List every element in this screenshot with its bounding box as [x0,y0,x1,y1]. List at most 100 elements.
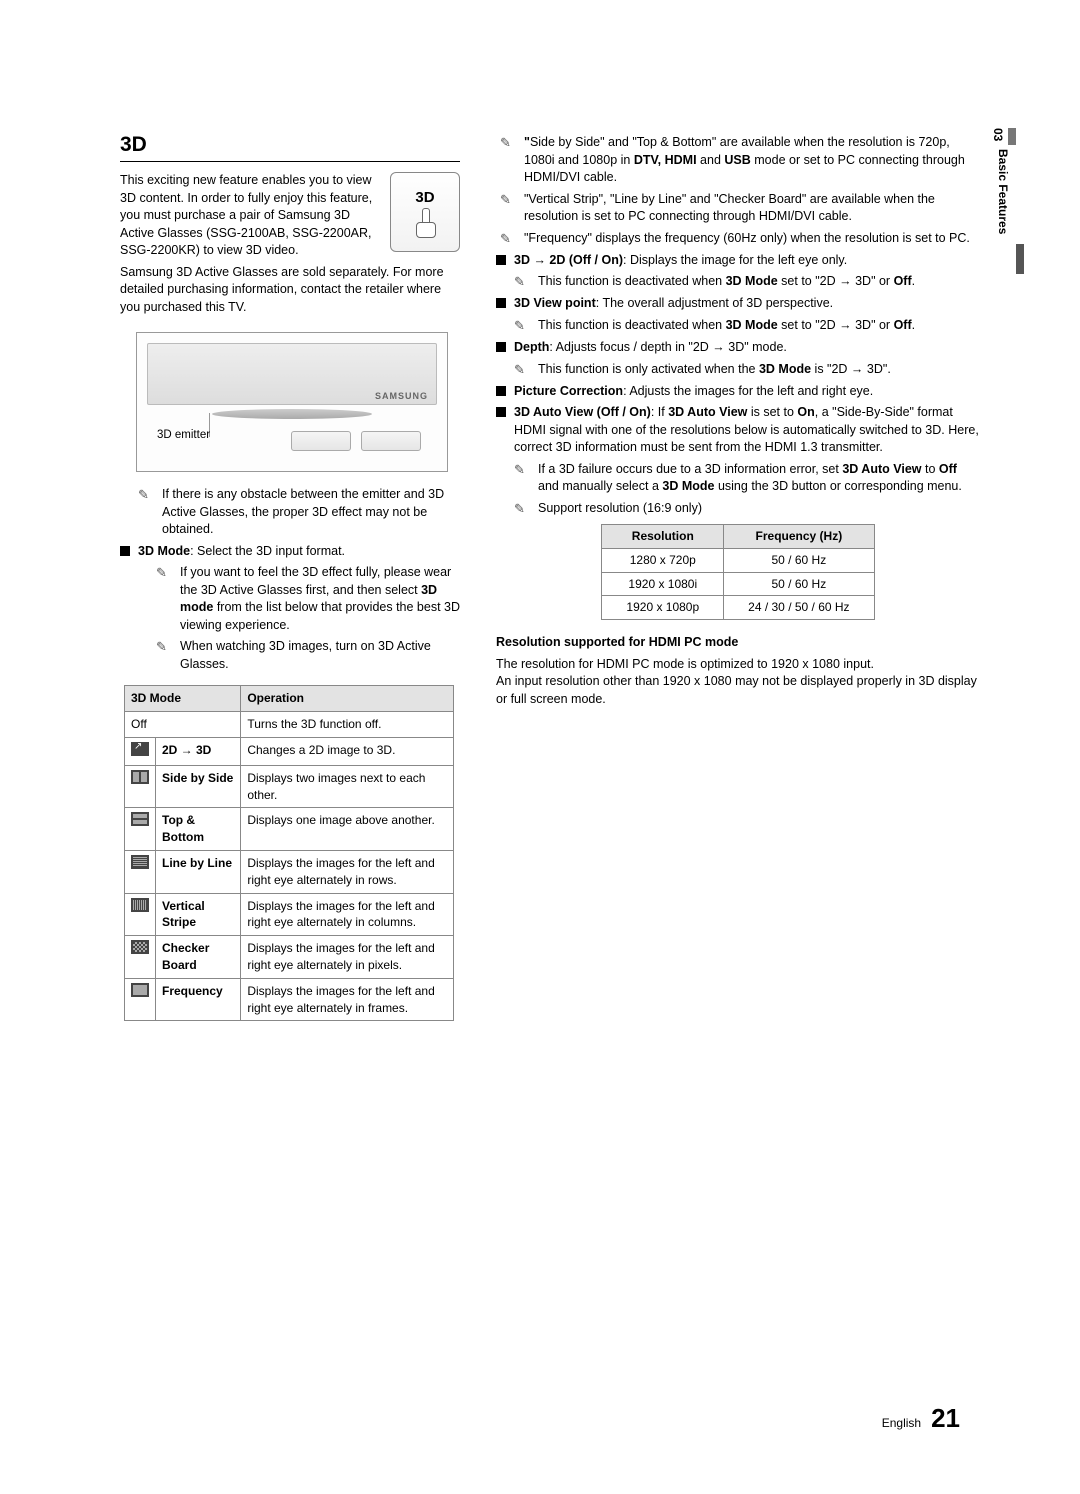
table-row: FrequencyDisplays the images for the lef… [125,978,454,1021]
note-vertical-strip: ✎ "Vertical Strip", "Line by Line" and "… [500,191,980,226]
glasses-icon [291,427,421,455]
emitter-label: 3D emitter [157,427,210,443]
mode-icon [131,855,149,869]
mode-cell: Vertical Stripe [156,893,241,936]
mode-icon-cell [125,893,156,936]
hdmi-pc-p2: An input resolution other than 1920 x 10… [496,673,980,708]
bullet-3d-to-2d: 3D → 2D (Off / On): Displays the image f… [496,252,980,270]
mode-icon-cell [125,765,156,808]
note-icon: ✎ [514,461,530,496]
table-row: Line by LineDisplays the images for the … [125,850,454,893]
chapter-label: Basic Features [994,149,1011,234]
mode-header: 3D Mode [125,686,241,712]
footer-page-number: 21 [931,1400,960,1436]
3d-button-icon: 3D [390,172,460,252]
mode-icon-cell [125,850,156,893]
hdmi-pc-p1: The resolution for HDMI PC mode is optim… [496,656,980,674]
mode-icon-cell [125,978,156,1021]
note-3d2d-deactivated: ✎ This function is deactivated when 3D M… [514,273,980,291]
tv-brand: SAMSUNG [375,390,428,403]
note-icon: ✎ [138,486,154,539]
mode-icon [131,898,149,912]
operation-cell: Displays the images for the left and rig… [241,978,454,1021]
bullet-3d-mode: 3D Mode: Select the 3D input format. [120,543,460,561]
mode-cell: Frequency [156,978,241,1021]
intro-paragraph-2: Samsung 3D Active Glasses are sold separ… [120,264,460,317]
res-cell: 50 / 60 Hz [724,548,874,572]
note-watch-glasses: ✎ When watching 3D images, turn on 3D Ac… [156,638,460,673]
mode-icon [131,742,149,756]
note-sbs-tb: ✎ "Side by Side" and "Top & Bottom" are … [500,134,980,187]
mode-cell: 2D → 3D [156,737,241,765]
mode-cell: Checker Board [156,936,241,979]
table-row: Top & BottomDisplays one image above ano… [125,808,454,851]
res-cell: 50 / 60 Hz [724,572,874,596]
table-row: Checker BoardDisplays the images for the… [125,936,454,979]
resolution-table: Resolution Frequency (Hz) 1280 x 720p50 … [601,524,874,620]
res-cell: 1920 x 1080p [602,596,724,620]
bullet-picture-correction: Picture Correction: Adjusts the images f… [496,383,980,401]
mode-table: 3D Mode Operation OffTurns the 3D functi… [124,685,454,1021]
note-icon: ✎ [514,361,530,379]
res-cell: 1920 x 1080i [602,572,724,596]
note-icon: ✎ [500,134,516,187]
note-icon: ✎ [156,564,172,634]
operation-cell: Displays two images next to each other. [241,765,454,808]
chapter-number: 03 [989,128,1016,145]
note-support-resolution: ✎ Support resolution (16:9 only) [514,500,980,518]
note-icon: ✎ [514,500,530,518]
operation-cell: Displays the images for the left and rig… [241,893,454,936]
device-figure: SAMSUNG 3D emitter [136,332,448,472]
note-icon: ✎ [514,317,530,335]
freq-header: Frequency (Hz) [724,524,874,548]
side-tab: 03 Basic Features [989,128,1016,235]
note-depth-activated: ✎ This function is only activated when t… [514,361,980,379]
bullet-icon [120,546,130,556]
mode-icon-cell [125,737,156,765]
operation-cell: Displays one image above another. [241,808,454,851]
mode-icon [131,812,149,826]
note-frequency: ✎ "Frequency" displays the frequency (60… [500,230,980,248]
side-tab-bar [1016,244,1024,274]
bullet-icon [496,255,506,265]
hand-icon [410,208,440,238]
bullet-depth: Depth: Adjusts focus / depth in "2D → 3D… [496,339,980,357]
tv-icon: SAMSUNG [147,343,437,405]
table-row: OffTurns the 3D function off. [125,712,454,738]
bullet-icon [496,407,506,417]
subhead-hdmi-pc: Resolution supported for HDMI PC mode [496,634,980,652]
table-row: Side by SideDisplays two images next to … [125,765,454,808]
tv-stand-icon [212,409,372,419]
res-header: Resolution [602,524,724,548]
table-row: 1920 x 1080p24 / 30 / 50 / 60 Hz [602,596,874,620]
mode-icon-cell [125,936,156,979]
operation-cell: Turns the 3D function off. [241,712,454,738]
bullet-3d-view-point: 3D View point: The overall adjustment of… [496,295,980,313]
section-title: 3D [120,130,460,162]
intro-paragraph-1: This exciting new feature enables you to… [120,172,382,260]
operation-cell: Displays the images for the left and rig… [241,936,454,979]
note-view-deactivated: ✎ This function is deactivated when 3D M… [514,317,980,335]
note-feel-effect: ✎ If you want to feel the 3D effect full… [156,564,460,634]
note-icon: ✎ [514,273,530,291]
3d-icon-label: 3D [415,187,434,208]
bullet-3d-auto-view: 3D Auto View (Off / On): If 3D Auto View… [496,404,980,457]
bullet-icon [496,298,506,308]
mode-icon [131,983,149,997]
operation-cell: Displays the images for the left and rig… [241,850,454,893]
page-footer: English 21 [882,1400,960,1436]
mode-cell: Side by Side [156,765,241,808]
mode-icon-cell [125,808,156,851]
res-cell: 1280 x 720p [602,548,724,572]
bullet-icon [496,386,506,396]
operation-cell: Changes a 2D image to 3D. [241,737,454,765]
res-cell: 24 / 30 / 50 / 60 Hz [724,596,874,620]
mode-icon [131,770,149,784]
bullet-icon [496,342,506,352]
note-obstacle: ✎ If there is any obstacle between the e… [138,486,460,539]
footer-lang: English [882,1415,921,1432]
mode-cell: Top & Bottom [156,808,241,851]
mode-cell: Off [125,712,241,738]
mode-cell: Line by Line [156,850,241,893]
table-row: 2D → 3DChanges a 2D image to 3D. [125,737,454,765]
